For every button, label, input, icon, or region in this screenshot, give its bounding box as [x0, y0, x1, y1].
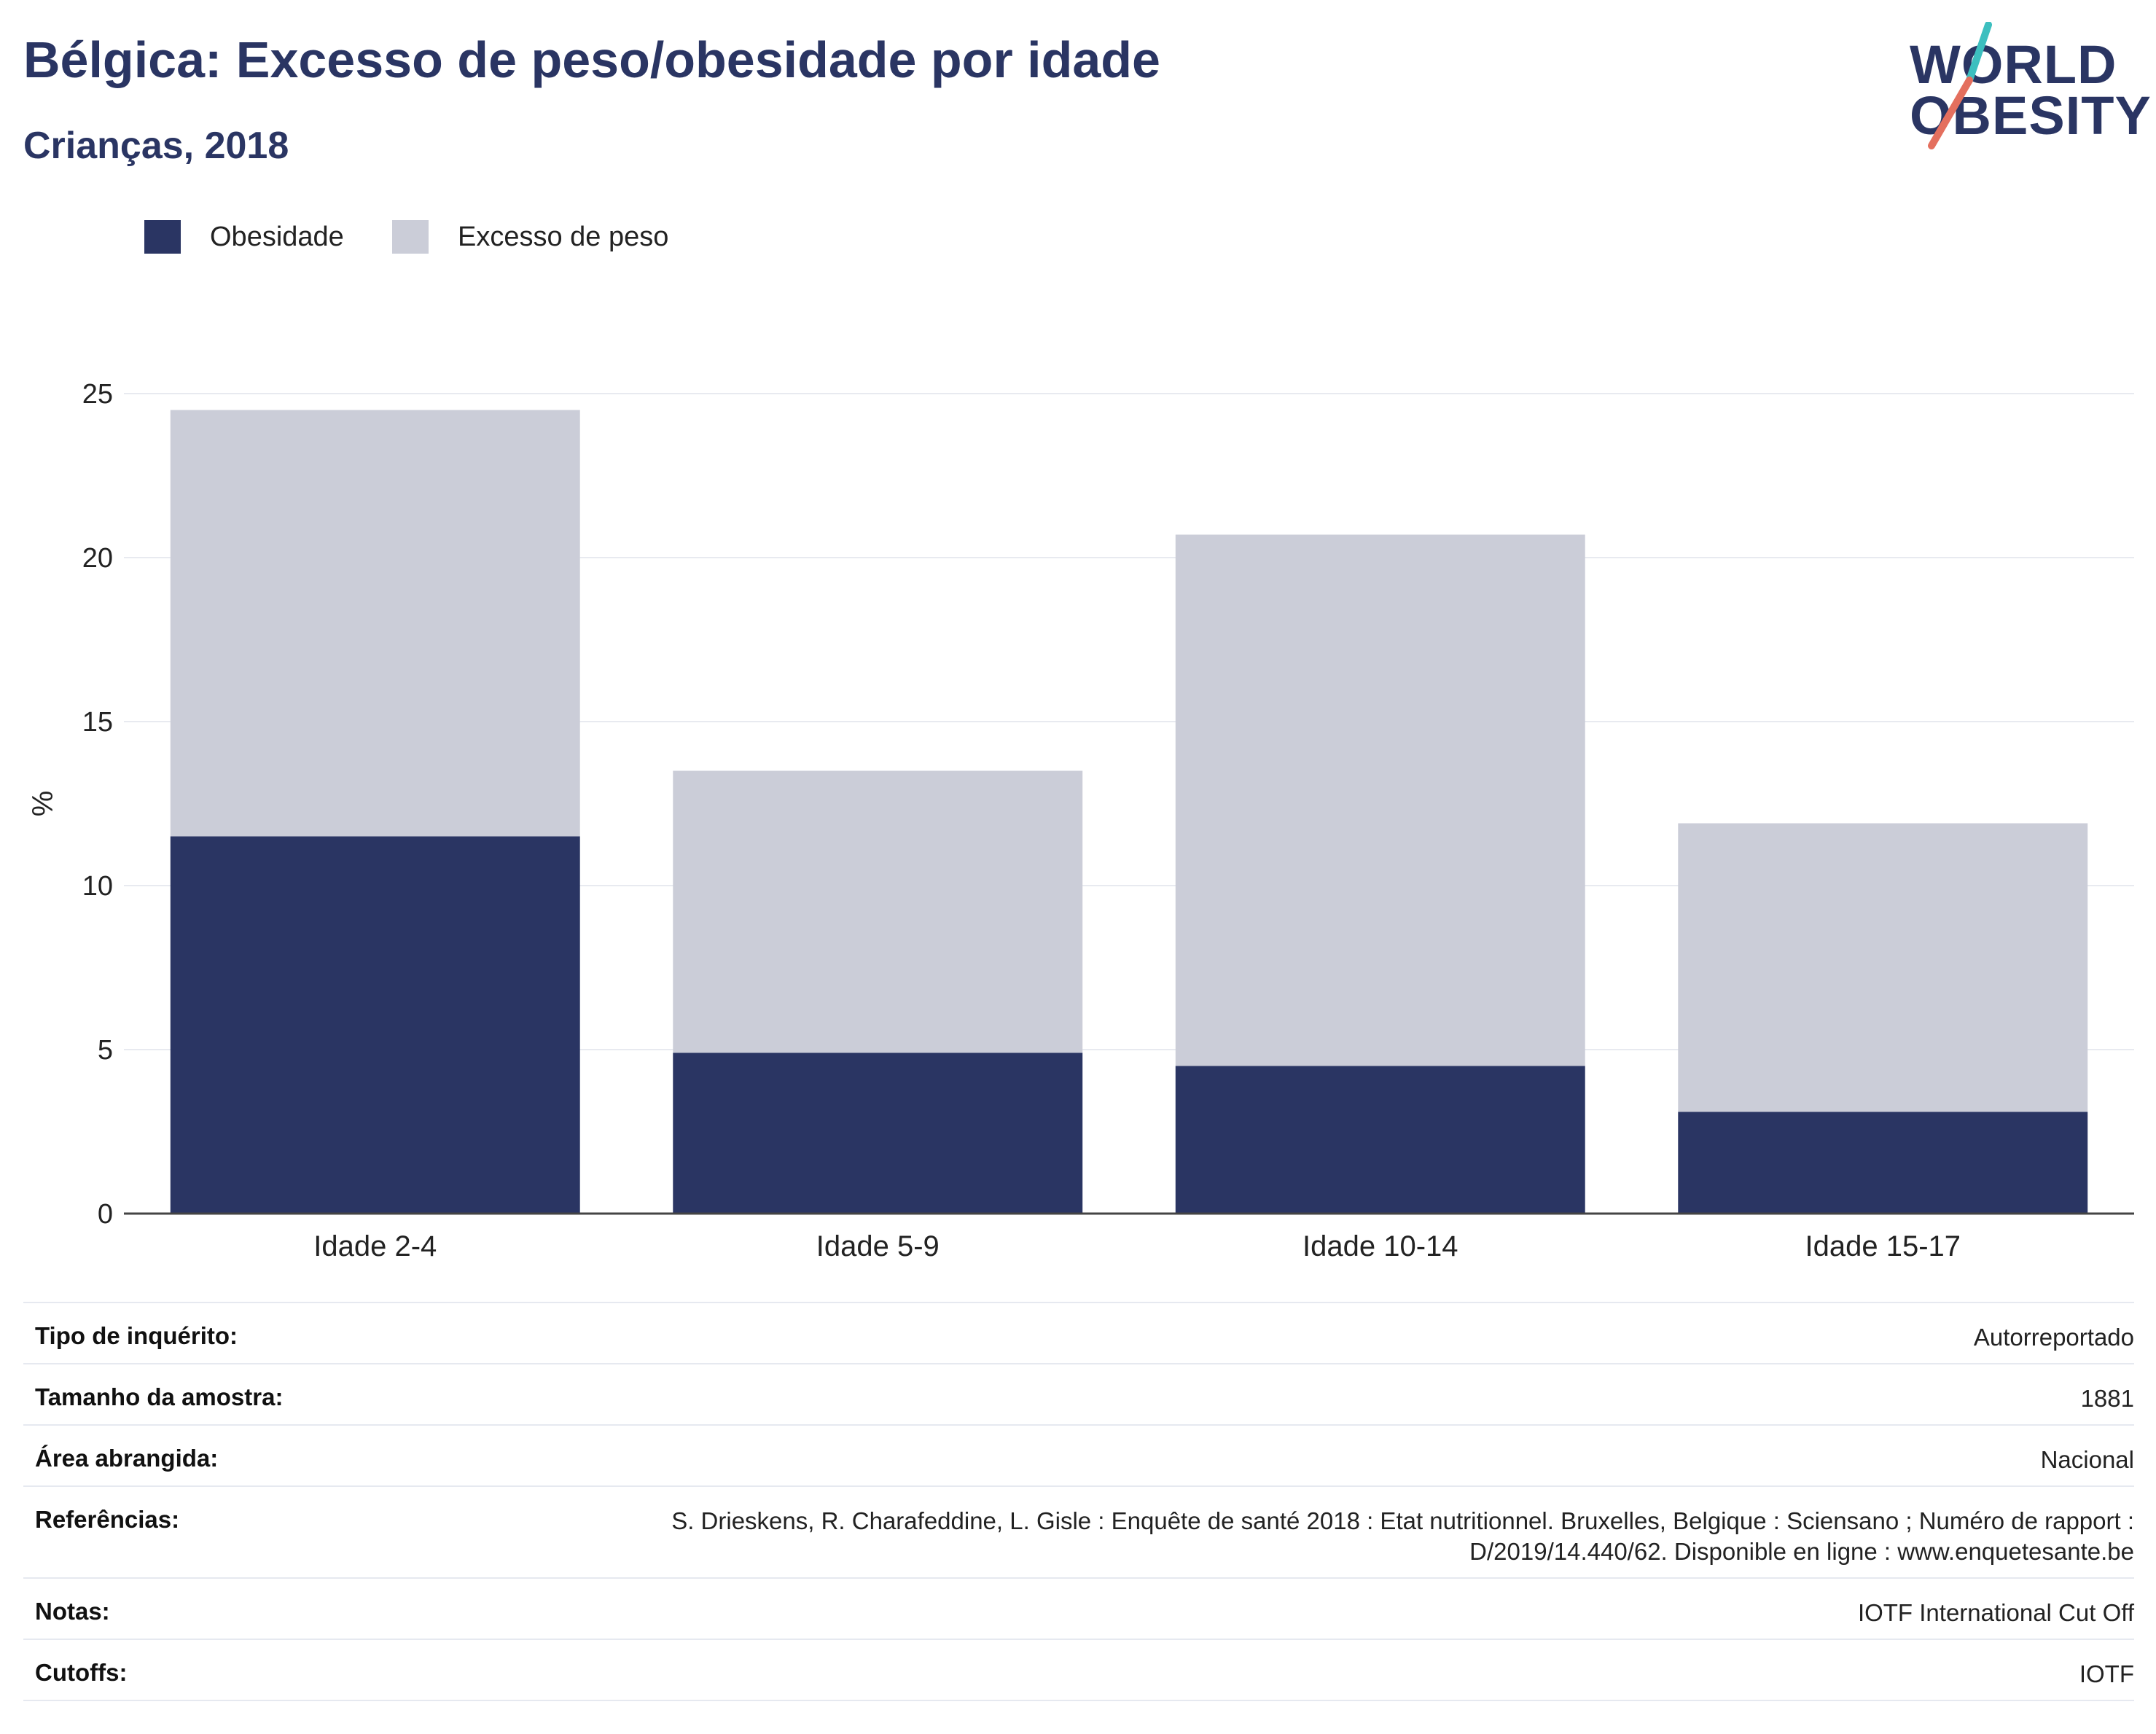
logo-text-world: WORLD — [1910, 34, 2117, 95]
y-axis-label: % — [27, 791, 59, 817]
stacked-bar-chart: 0 5 10 15 20 25% Idade 2-4 Idade 5-9 Idade 10-14… — [27, 379, 2134, 1262]
bar-obesidade — [1175, 1066, 1585, 1214]
logo-slash-icon — [1928, 22, 1992, 149]
logo-slash-coral — [1928, 77, 1973, 149]
info-key: Referências: — [35, 1506, 180, 1533]
info-value: IOTF International Cut Off — [1857, 1599, 2134, 1626]
info-key: Área abrangida: — [35, 1445, 219, 1472]
info-key: Notas: — [35, 1598, 110, 1625]
info-row-tipo: Tipo de inquérito: Autorreportado — [23, 1302, 2134, 1363]
info-value: S. Drieskens, R. Charafeddine, L. Gisle … — [671, 1507, 2134, 1565]
logo-slash-teal — [1966, 22, 1992, 84]
bar-excesso-de-peso — [170, 410, 580, 837]
info-value: Autorreportado — [1973, 1324, 2134, 1351]
x-tick-label: Idade 5-9 — [816, 1230, 940, 1262]
info-row-cutoffs: Cutoffs: IOTF — [23, 1639, 2134, 1701]
y-tick-label: 15 — [82, 707, 113, 738]
info-value: 1881 — [2080, 1385, 2134, 1412]
legend-swatch-obesidade — [144, 220, 181, 254]
bar-obesidade — [673, 1052, 1083, 1214]
chart-title: Bélgica: Excesso de peso/obesidade por i… — [23, 31, 1160, 88]
legend-label-excesso-de-peso: Excesso de peso — [458, 222, 669, 252]
y-tick-label: 20 — [82, 543, 113, 574]
y-tick-label: 5 — [98, 1035, 113, 1066]
info-row-amostra: Tamanho da amostra: 1881 — [23, 1363, 2134, 1424]
y-tick-label: 10 — [82, 871, 113, 902]
info-row-area: Área abrangida: Nacional — [23, 1424, 2134, 1485]
bar-excesso-de-peso — [1678, 823, 2088, 1112]
info-key: Tamanho da amostra: — [35, 1383, 284, 1410]
legend-swatch-excesso-de-peso — [392, 220, 429, 254]
info-key: Cutoffs: — [35, 1659, 128, 1686]
bar-excesso-de-peso — [673, 770, 1083, 1053]
survey-info-table: Tipo de inquérito: Autorreportado Tamanh… — [23, 1302, 2134, 1701]
info-row-referencias: Referências: S. Drieskens, R. Charafeddi… — [23, 1485, 2134, 1577]
info-value: Nacional — [2040, 1446, 2134, 1473]
bar-obesidade — [1678, 1112, 2088, 1214]
bar-obesidade — [170, 836, 580, 1214]
bar-excesso-de-peso — [1175, 534, 1585, 1066]
info-value: IOTF — [2079, 1660, 2134, 1687]
world-obesity-logo: WORLD OBESITY — [1895, 22, 2151, 153]
y-tick-label: 25 — [82, 379, 113, 410]
x-tick-label: Idade 10-14 — [1302, 1230, 1458, 1262]
x-tick-label: Idade 2-4 — [313, 1230, 437, 1262]
chart-subtitle: Crianças, 2018 — [23, 125, 289, 167]
y-tick-label: 0 — [98, 1199, 113, 1230]
info-key: Tipo de inquérito: — [35, 1322, 238, 1349]
x-tick-label: Idade 15-17 — [1805, 1230, 1961, 1262]
info-row-notas: Notas: IOTF International Cut Off — [23, 1577, 2134, 1639]
legend-label-obesidade: Obesidade — [210, 222, 344, 252]
